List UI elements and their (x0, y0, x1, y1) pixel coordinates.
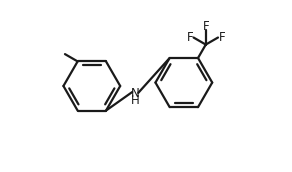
Text: N: N (131, 87, 139, 100)
Text: F: F (187, 31, 193, 44)
Text: H: H (131, 94, 139, 107)
Text: F: F (218, 31, 225, 44)
Text: F: F (202, 20, 209, 33)
